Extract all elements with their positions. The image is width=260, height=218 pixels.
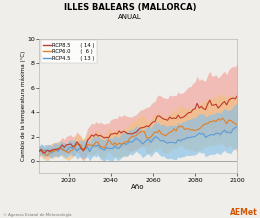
Text: ANUAL: ANUAL [118,14,142,20]
Y-axis label: Cambio de la temperatura máxima (°C): Cambio de la temperatura máxima (°C) [20,51,26,161]
Text: ILLES BALEARS (MALLORCA): ILLES BALEARS (MALLORCA) [64,3,196,12]
X-axis label: Año: Año [131,184,145,190]
Text: © Agencia Estatal de Meteorología: © Agencia Estatal de Meteorología [3,213,71,217]
Legend: RCP8.5      ( 14 ), RCP6.0      (  6 ), RCP4.5      ( 13 ): RCP8.5 ( 14 ), RCP6.0 ( 6 ), RCP4.5 ( 13… [41,40,97,63]
Text: AEMet: AEMet [230,208,257,217]
